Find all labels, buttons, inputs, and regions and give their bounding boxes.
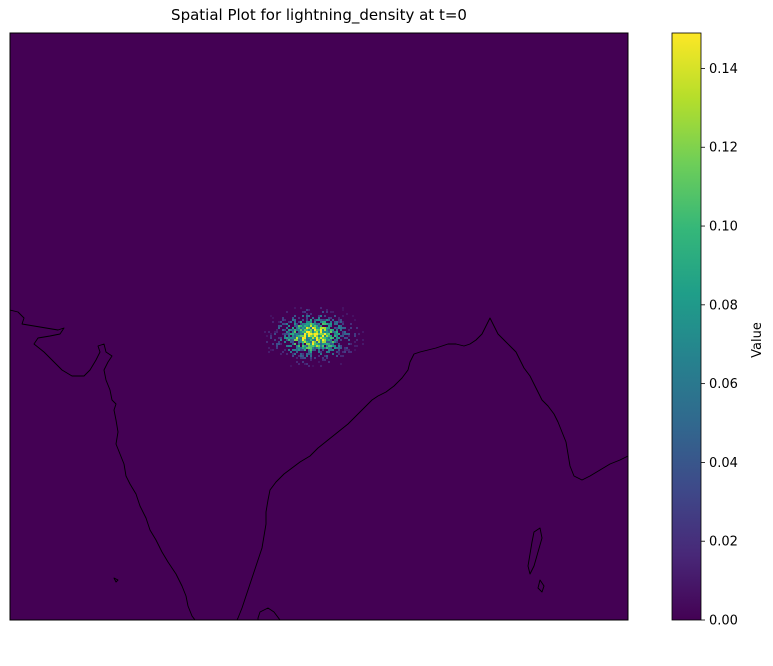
colorbar-ticks: 0.00 0.02 0.04 0.06 0.08 0.10 0.12 0.14: [701, 62, 738, 629]
colorbar-tick-label: 0.00: [709, 614, 738, 629]
colorbar-label: Value: [750, 322, 765, 358]
colorbar-tick-label: 0.04: [709, 456, 738, 471]
colorbar-gradient: [672, 33, 701, 620]
colorbar-tick-label: 0.02: [709, 535, 738, 550]
colorbar-tick-label: 0.10: [709, 220, 738, 235]
colorbar-tick-label: 0.06: [709, 377, 738, 392]
colorbar-tick-label: 0.12: [709, 141, 738, 156]
colorbar-tick-label: 0.14: [709, 62, 738, 77]
colorbar-tick-label: 0.08: [709, 298, 738, 313]
